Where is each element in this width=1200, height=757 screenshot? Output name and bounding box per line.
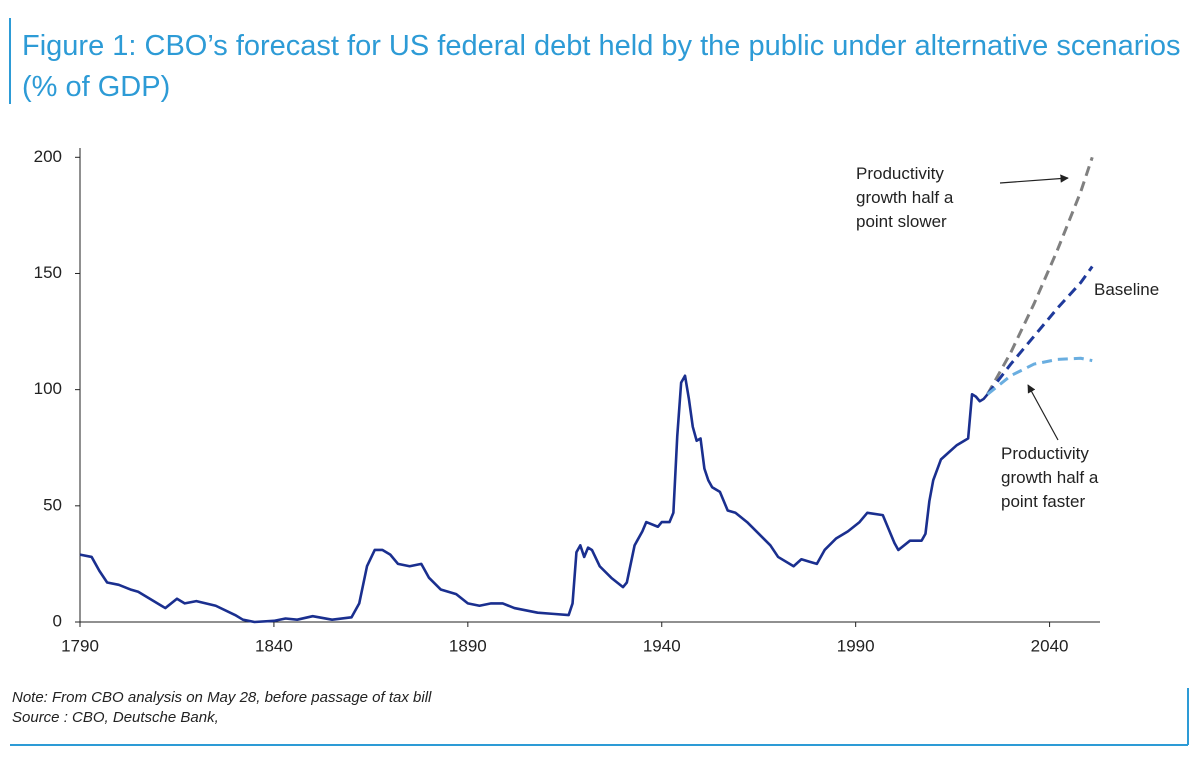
arrow bbox=[1027, 384, 1059, 441]
x-tick-label: 1890 bbox=[449, 636, 487, 655]
note: Note: From CBO analysis on May 28, befor… bbox=[12, 689, 432, 706]
arrow bbox=[999, 174, 1069, 184]
annotation: Productivity growth half a point slower bbox=[856, 164, 954, 231]
projection-line bbox=[986, 156, 1094, 396]
x-tick-label: 1940 bbox=[643, 636, 681, 655]
chart-title: Figure 1: CBO’s forecast for US federal … bbox=[22, 30, 1181, 103]
x-tick-label: 1990 bbox=[837, 636, 875, 655]
y-tick-label: 150 bbox=[34, 263, 62, 282]
y-tick-label: 50 bbox=[43, 495, 62, 514]
history-line bbox=[79, 374, 989, 624]
projection-line bbox=[986, 265, 1094, 396]
y-tick-label: 100 bbox=[34, 379, 62, 398]
annotation: Baseline bbox=[1094, 280, 1160, 299]
source: Source : CBO, Deutsche Bank, bbox=[12, 709, 219, 726]
x-tick-label: 1840 bbox=[255, 636, 293, 655]
projection-line bbox=[986, 356, 1093, 396]
annotation: Productivity growth half a point faster bbox=[1001, 444, 1099, 511]
y-tick-label: 200 bbox=[34, 147, 62, 166]
x-tick-label: 1790 bbox=[61, 636, 99, 655]
y-tick-label: 0 bbox=[53, 611, 62, 630]
x-tick-label: 2040 bbox=[1031, 636, 1069, 655]
